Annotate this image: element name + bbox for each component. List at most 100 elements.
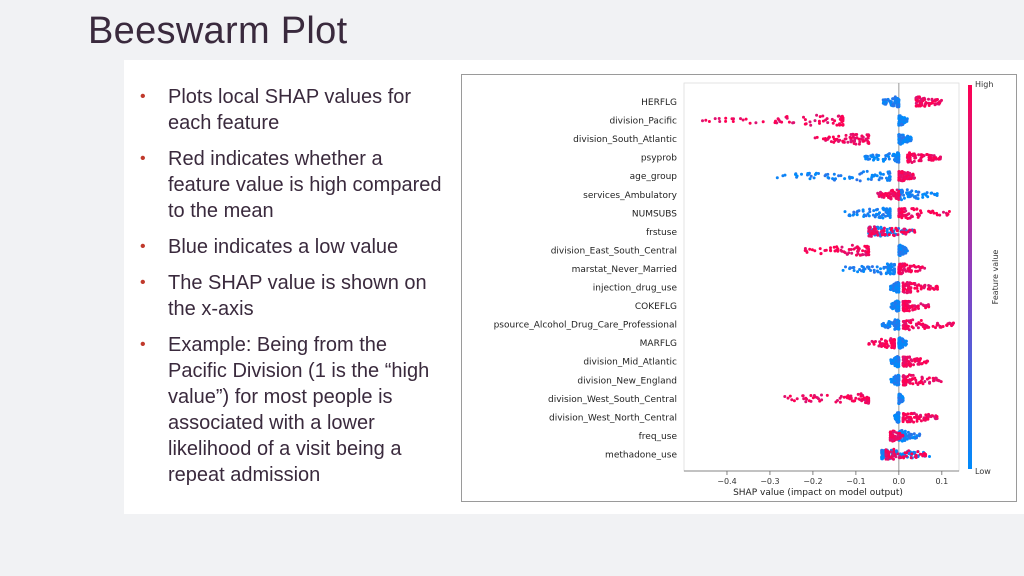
shap-point: [867, 140, 871, 144]
shap-point: [913, 283, 917, 287]
feature-label: division_Mid_Atlantic: [583, 358, 677, 368]
shap-point: [851, 176, 854, 180]
shap-point: [856, 392, 860, 396]
shap-point: [900, 399, 903, 403]
shap-point: [927, 305, 931, 309]
shap-point: [843, 177, 847, 181]
shap-point: [908, 364, 912, 368]
shap-point: [894, 355, 898, 359]
shap-point: [926, 417, 930, 421]
shap-point: [860, 397, 864, 401]
shap-point: [883, 102, 887, 106]
shap-point: [902, 135, 906, 139]
shap-point: [910, 215, 914, 219]
shap-point: [876, 233, 880, 237]
shap-point: [921, 303, 925, 307]
shap-point: [912, 363, 915, 367]
shap-point: [886, 326, 890, 330]
shap-point: [832, 245, 836, 249]
shap-point: [881, 157, 885, 161]
shap-point: [870, 232, 874, 235]
shap-point: [717, 117, 721, 120]
shap-point: [923, 104, 927, 108]
shap-point: [788, 394, 792, 398]
colorbar: [968, 85, 972, 469]
shap-point: [875, 269, 879, 273]
shap-point: [875, 265, 879, 269]
shap-point: [855, 213, 859, 217]
shap-point: [920, 155, 924, 159]
shap-point: [864, 245, 868, 249]
shap-point: [889, 197, 893, 201]
colorbar-low-label: Low: [975, 467, 991, 476]
shap-point: [910, 305, 914, 309]
shap-point: [903, 374, 906, 378]
shap-point: [906, 430, 910, 434]
shap-point: [887, 152, 891, 156]
shap-point: [902, 193, 906, 197]
shap-point: [821, 114, 825, 118]
shap-point: [841, 123, 845, 127]
shap-point: [897, 412, 901, 416]
shap-point: [846, 252, 850, 256]
shap-point: [892, 447, 896, 451]
feature-label: marstat_Never_Married: [572, 265, 677, 275]
shap-point: [897, 358, 901, 361]
feature-label: division_West_North_Central: [549, 413, 677, 423]
shap-point: [794, 173, 797, 176]
shap-point: [859, 394, 863, 398]
shap-point: [894, 96, 898, 100]
shap-point: [918, 381, 922, 385]
shap-point: [802, 115, 805, 119]
shap-point: [826, 137, 830, 141]
shap-point: [855, 178, 859, 182]
shap-point: [885, 211, 889, 214]
shap-point: [938, 101, 942, 105]
shap-point: [836, 249, 840, 253]
shap-point: [927, 376, 931, 380]
shap-point: [826, 176, 830, 179]
shap-point: [924, 304, 928, 307]
shap-point: [915, 419, 919, 423]
shap-point: [724, 119, 728, 123]
shap-point: [904, 454, 908, 458]
feature-label: COKEFLG: [635, 302, 677, 312]
shap-point: [774, 119, 777, 123]
shap-point: [923, 283, 927, 287]
shap-point: [817, 119, 821, 123]
shap-point: [900, 116, 904, 120]
colorbar-high-label: High: [975, 80, 993, 89]
shap-point: [790, 398, 794, 402]
shap-point: [907, 418, 911, 422]
shap-point: [892, 457, 895, 461]
shap-point: [916, 362, 920, 366]
shap-point: [868, 207, 872, 211]
shap-point: [926, 287, 930, 291]
shap-point: [932, 379, 935, 383]
shap-point: [904, 339, 908, 343]
shap-point: [898, 250, 902, 254]
shap-point: [844, 133, 848, 137]
shap-point: [901, 189, 905, 193]
shap-point: [882, 455, 885, 459]
shap-point: [888, 216, 892, 219]
shap-point: [813, 173, 817, 176]
shap-point: [891, 322, 895, 326]
shap-point: [882, 321, 885, 325]
shap-point: [825, 393, 829, 397]
shap-point: [867, 134, 871, 138]
feature-label: division_West_South_Central: [548, 395, 677, 405]
shap-point: [829, 140, 833, 144]
shap-point: [916, 193, 920, 197]
shap-point: [897, 323, 901, 327]
shap-point: [815, 113, 819, 117]
shap-point: [912, 411, 916, 415]
shap-point: [897, 121, 901, 125]
shap-point: [912, 264, 916, 267]
shap-point: [911, 308, 915, 312]
shap-point: [922, 286, 926, 290]
shap-point: [849, 394, 853, 398]
shap-point: [900, 207, 904, 211]
shap-point: [808, 177, 812, 181]
shap-point: [931, 209, 935, 213]
